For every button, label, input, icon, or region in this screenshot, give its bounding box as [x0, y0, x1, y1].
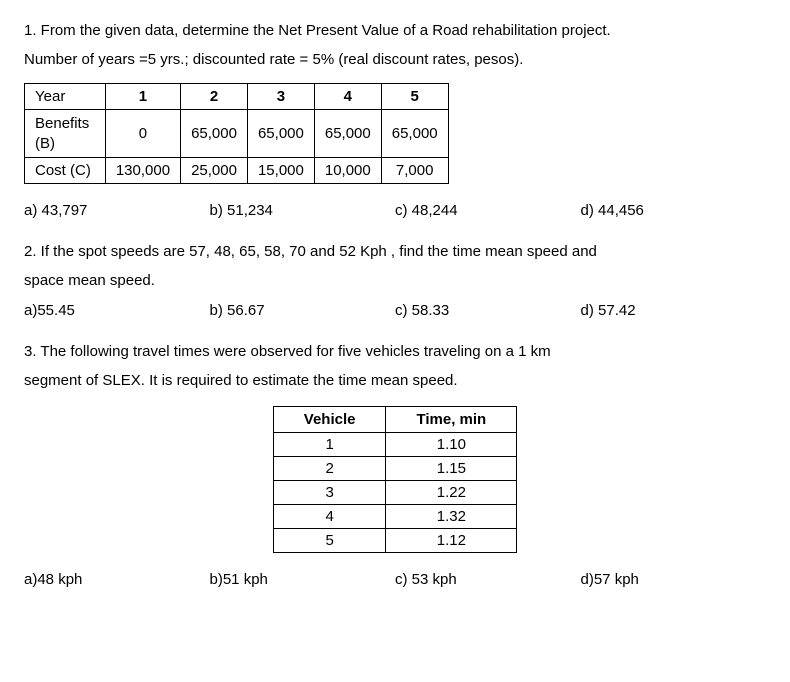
- cell: 3: [273, 481, 386, 505]
- year-cell: 5: [381, 84, 448, 110]
- cell: 1.32: [386, 505, 517, 529]
- table-row: 4 1.32: [273, 505, 516, 529]
- option-c: c) 48,244: [395, 202, 581, 219]
- year-cell: 3: [247, 84, 314, 110]
- q2-line1: 2. If the spot speeds are 57, 48, 65, 58…: [24, 241, 766, 264]
- table-row: 5 1.12: [273, 529, 516, 553]
- table-row: Cost (C) 130,000 25,000 15,000 10,000 7,…: [25, 158, 449, 184]
- cost-label: Cost (C): [25, 158, 106, 184]
- cell: 15,000: [247, 158, 314, 184]
- cell: 1.12: [386, 529, 517, 553]
- cell: 1.15: [386, 457, 517, 481]
- option-c: c) 53 kph: [395, 571, 581, 588]
- col-time: Time, min: [386, 407, 517, 433]
- year-cell: 1: [105, 84, 180, 110]
- q1-line2: Number of years =5 yrs.; discounted rate…: [24, 49, 766, 72]
- option-b: b) 51,234: [210, 202, 396, 219]
- option-d: d)57 kph: [581, 571, 767, 588]
- q2-line2: space mean speed.: [24, 270, 766, 293]
- table-row: Year 1 2 3 4 5: [25, 84, 449, 110]
- option-a: a) 43,797: [24, 202, 210, 219]
- cell: 65,000: [314, 110, 381, 158]
- year-cell: 2: [181, 84, 248, 110]
- table-row: Vehicle Time, min: [273, 407, 516, 433]
- option-b: b) 56.67: [210, 302, 396, 319]
- cell: 130,000: [105, 158, 180, 184]
- option-d: d) 57.42: [581, 302, 767, 319]
- option-d: d) 44,456: [581, 202, 767, 219]
- benefits-label: Benefits(B): [25, 110, 106, 158]
- q2-options: a)55.45 b) 56.67 c) 58.33 d) 57.42: [24, 302, 766, 319]
- year-cell: 4: [314, 84, 381, 110]
- q1-line1: 1. From the given data, determine the Ne…: [24, 20, 766, 43]
- col-vehicle: Vehicle: [273, 407, 386, 433]
- cell: 65,000: [247, 110, 314, 158]
- q3-options: a)48 kph b)51 kph c) 53 kph d)57 kph: [24, 571, 766, 588]
- option-a: a)55.45: [24, 302, 210, 319]
- cell: 65,000: [181, 110, 248, 158]
- q3-line2: segment of SLEX. It is required to estim…: [24, 370, 766, 393]
- option-c: c) 58.33: [395, 302, 581, 319]
- cell: 2: [273, 457, 386, 481]
- q3-table: Vehicle Time, min 1 1.10 2 1.15 3 1.22 4…: [273, 406, 517, 553]
- table-row: 2 1.15: [273, 457, 516, 481]
- cell: 1.22: [386, 481, 517, 505]
- option-a: a)48 kph: [24, 571, 210, 588]
- table-row: 3 1.22: [273, 481, 516, 505]
- table-row: 1 1.10: [273, 433, 516, 457]
- cell: 5: [273, 529, 386, 553]
- cell: 1.10: [386, 433, 517, 457]
- cell: 7,000: [381, 158, 448, 184]
- q1-options: a) 43,797 b) 51,234 c) 48,244 d) 44,456: [24, 202, 766, 219]
- cell: 4: [273, 505, 386, 529]
- table-row: Benefits(B) 0 65,000 65,000 65,000 65,00…: [25, 110, 449, 158]
- option-b: b)51 kph: [210, 571, 396, 588]
- cell: 25,000: [181, 158, 248, 184]
- cell: 0: [105, 110, 180, 158]
- q1-table: Year 1 2 3 4 5 Benefits(B) 0 65,000 65,0…: [24, 83, 449, 184]
- cell: 1: [273, 433, 386, 457]
- year-label: Year: [25, 84, 106, 110]
- cell: 65,000: [381, 110, 448, 158]
- cell: 10,000: [314, 158, 381, 184]
- q3-line1: 3. The following travel times were obser…: [24, 341, 766, 364]
